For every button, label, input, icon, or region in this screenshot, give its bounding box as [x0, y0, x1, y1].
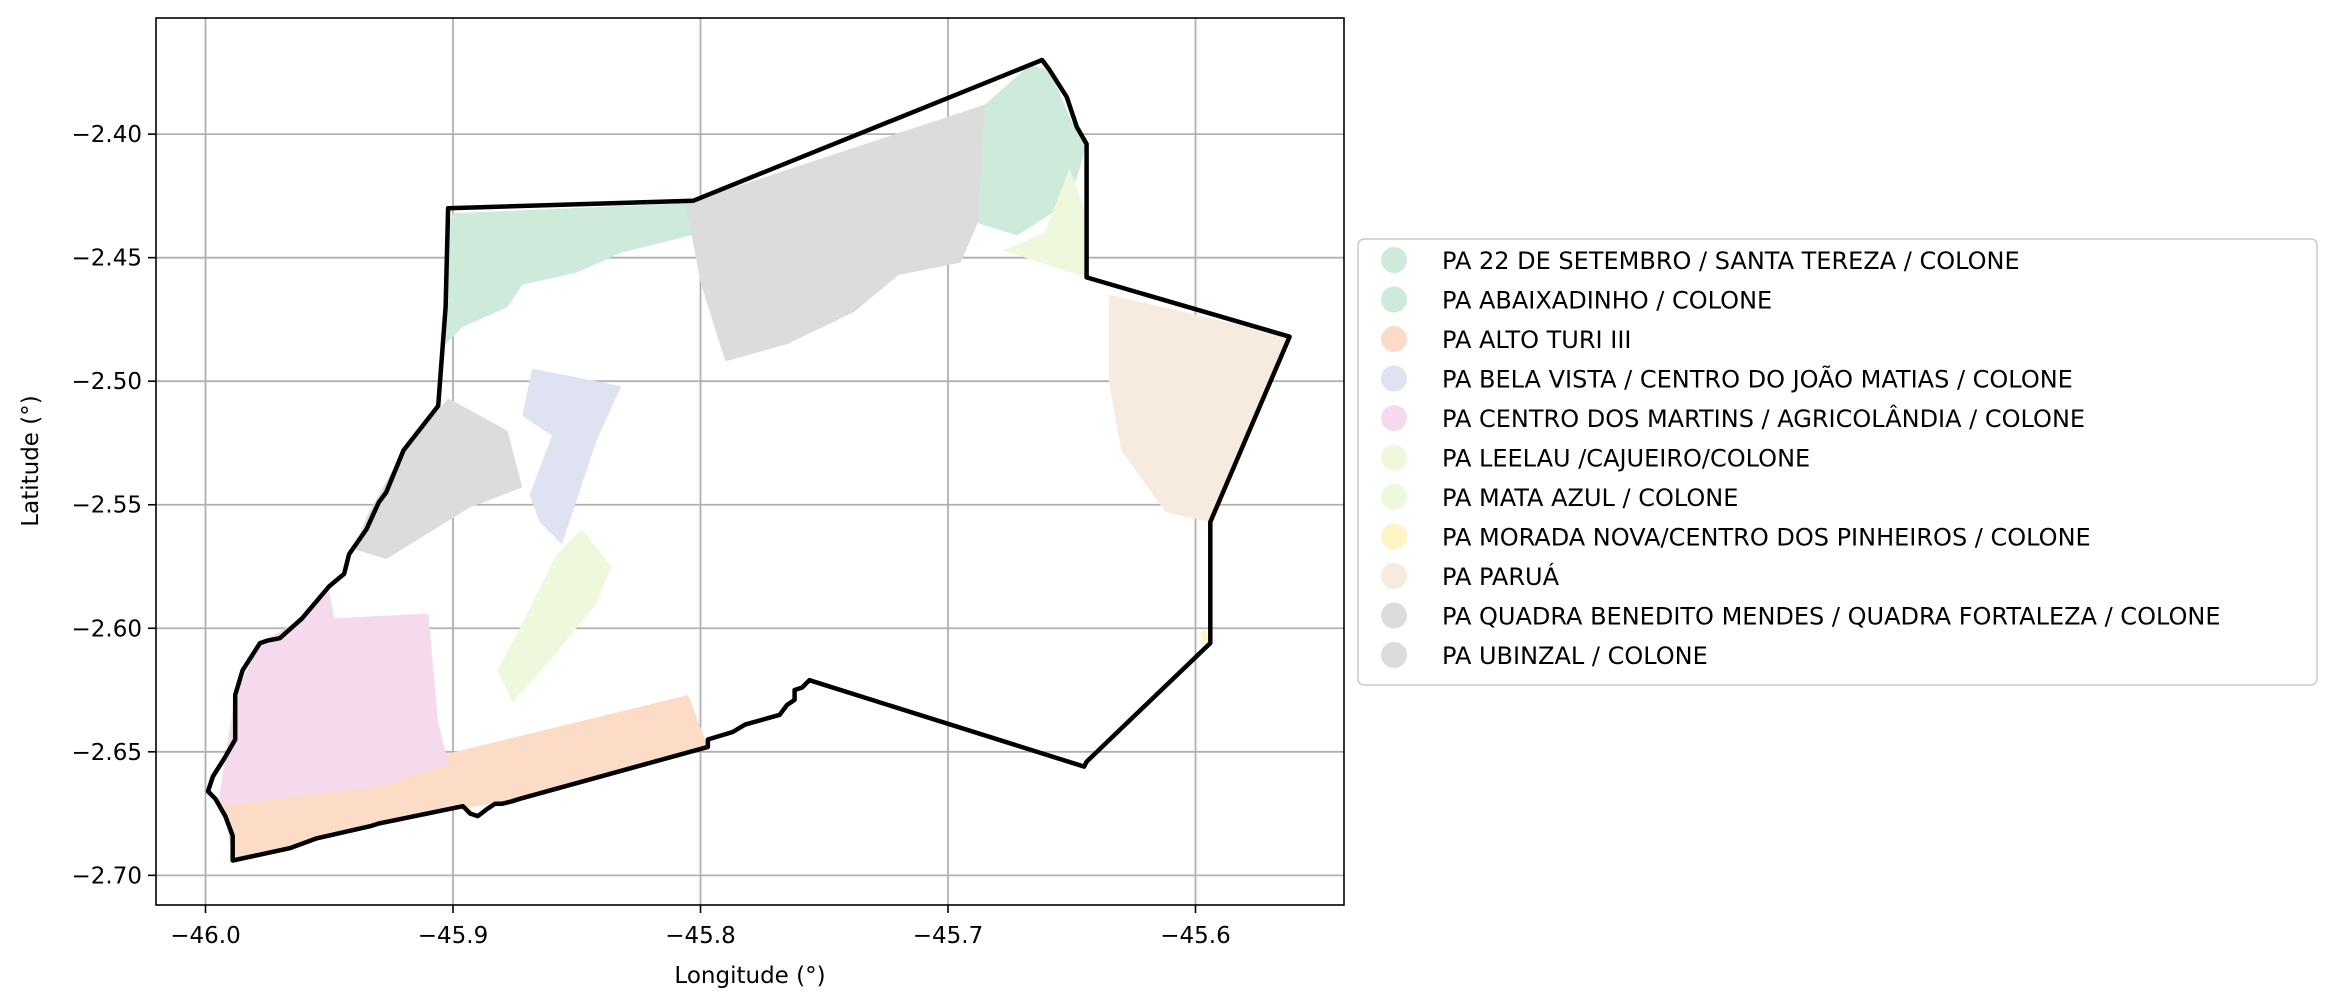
x-tick-label-2: −45.8 — [665, 923, 735, 949]
legend-frame — [1357, 238, 2318, 686]
legend: PA 22 DE SETEMBRO / SANTA TEREZA / COLON… — [1357, 238, 2318, 686]
region-layer — [217, 64, 1290, 861]
region-9-polygon-0 — [685, 104, 986, 362]
legend-marker-0 — [1381, 247, 1407, 273]
legend-marker-2 — [1381, 326, 1407, 352]
legend-marker-9 — [1381, 602, 1407, 629]
legend-label-10: PA UBINZAL / COLONE — [1442, 642, 1708, 670]
legend-marker-7 — [1381, 523, 1407, 550]
y-tick-label-1: −2.45 — [72, 246, 142, 272]
x-tick-label-3: −45.7 — [913, 923, 983, 949]
y-tick-label-6: −2.70 — [72, 863, 142, 889]
y-tick-label-2: −2.50 — [72, 369, 142, 395]
x-axis-ticks: −46.0 −45.9 −45.8 −45.7 −45.6 — [170, 905, 1231, 949]
legend-marker-5 — [1381, 444, 1407, 471]
y-tick-label-0: −2.40 — [72, 122, 142, 148]
legend-label-8: PA PARUÁ — [1442, 562, 1560, 591]
legend-label-5: PA LEELAU /CAJUEIRO/COLONE — [1442, 445, 1810, 473]
region-2-polygon-0 — [217, 695, 708, 861]
legend-label-1: PA ABAIXADINHO / COLONE — [1442, 287, 1772, 315]
region-0-polygon-0 — [445, 203, 701, 345]
y-tick-label-4: −2.60 — [72, 616, 142, 642]
legend-label-4: PA CENTRO DOS MARTINS / AGRICOLÂNDIA / C… — [1442, 404, 2085, 433]
legend-marker-6 — [1381, 484, 1407, 510]
region-3-polygon-0 — [522, 368, 622, 545]
legend-items: PA 22 DE SETEMBRO / SANTA TEREZA / COLON… — [1381, 247, 2220, 670]
x-tick-label-0: −46.0 — [170, 923, 240, 949]
municipality-boundary — [205, 57, 1292, 863]
legend-label-3: PA BELA VISTA / CENTRO DO JOÃO MATIAS / … — [1442, 364, 2073, 394]
x-tick-label-4: −45.6 — [1160, 923, 1230, 949]
legend-marker-3 — [1381, 365, 1407, 392]
legend-label-0: PA 22 DE SETEMBRO / SANTA TEREZA / COLON… — [1442, 247, 2020, 275]
region-5-polygon-0 — [1002, 168, 1087, 278]
region-1-polygon-0 — [977, 64, 1087, 236]
region-8-polygon-0 — [1108, 294, 1290, 522]
legend-label-6: PA MATA AZUL / COLONE — [1442, 484, 1738, 512]
x-tick-label-1: −45.9 — [418, 923, 488, 949]
region-6-polygon-0 — [497, 529, 612, 703]
legend-label-2: PA ALTO TURI III — [1442, 326, 1632, 354]
y-tick-label-3: −2.55 — [72, 493, 142, 519]
region-4-polygon-0 — [217, 591, 449, 807]
axes-frame — [155, 17, 1345, 906]
legend-marker-1 — [1381, 286, 1407, 313]
legend-marker-4 — [1381, 405, 1407, 431]
legend-marker-8 — [1381, 563, 1407, 589]
x-axis-label: Longitude (°) — [674, 963, 825, 989]
region-10-polygon-0 — [354, 398, 523, 560]
y-axis-label: Latitude (°) — [18, 395, 44, 526]
y-tick-label-5: −2.65 — [72, 740, 142, 766]
plot-area: −46.0 −45.9 −45.8 −45.7 −45.6 −2.40 −2.45 −2.5… — [72, 17, 1345, 949]
y-axis-ticks: −2.40 −2.45 −2.50 −2.55 −2.60 −2.65 −2.70 — [72, 122, 156, 889]
legend-label-9: PA QUADRA BENEDITO MENDES / QUADRA FORTA… — [1442, 603, 2220, 631]
legend-marker-10 — [1381, 642, 1407, 668]
legend-label-7: PA MORADA NOVA/CENTRO DOS PINHEIROS / CO… — [1442, 524, 2091, 552]
